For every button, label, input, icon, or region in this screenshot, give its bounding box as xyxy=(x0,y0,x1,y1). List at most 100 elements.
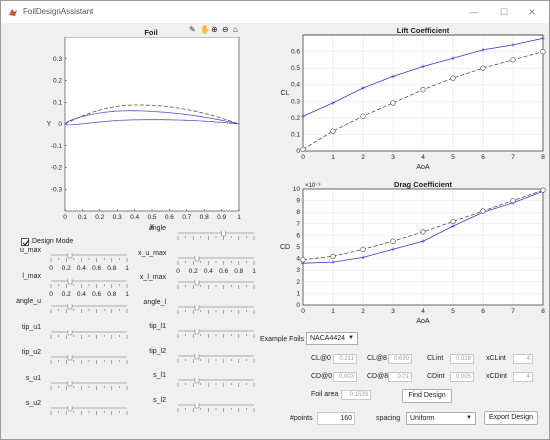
slider-track xyxy=(178,354,254,357)
find-design-button[interactable]: Find Design xyxy=(402,389,452,403)
slider-handle[interactable] xyxy=(194,304,200,310)
slider-label-x-u-max: x_u_max xyxy=(138,249,167,257)
slider-handle[interactable] xyxy=(67,253,73,259)
slider-tip-l2[interactable] xyxy=(174,353,262,374)
slider-handle[interactable] xyxy=(194,378,200,384)
points-field[interactable]: 160 xyxy=(317,412,355,425)
cdint-field[interactable]: 0.005 xyxy=(450,372,474,382)
chevron-down-icon: ▼ xyxy=(348,335,354,341)
slider-tick-label: 0.4 xyxy=(77,265,86,272)
drag-chart[interactable]: Drag Coefficient 0 1 2 3 4 5 6 7 8 0 1 2 3 4 5 6 7 8 9 10 AoA… xyxy=(279,179,549,327)
slider-handle[interactable] xyxy=(67,329,73,335)
xclint-field[interactable]: 4 xyxy=(513,354,533,364)
slider-track xyxy=(51,356,127,358)
matlab-app-icon xyxy=(9,9,17,16)
slider-label-x-l-max: x_l_max xyxy=(139,274,166,281)
zoom-out-icon[interactable]: ⊖ xyxy=(222,25,229,34)
chart-xtick-label: 1 xyxy=(331,308,335,315)
series-1-point xyxy=(540,187,546,193)
chart-ytick-label: 0.6 xyxy=(291,49,300,56)
close-button[interactable]: ✕ xyxy=(528,7,536,17)
slider-tip-l1[interactable] xyxy=(174,329,262,349)
design-mode-checkbox[interactable] xyxy=(21,238,30,246)
export-design-button[interactable]: Export Design xyxy=(484,411,538,425)
slider-handle[interactable] xyxy=(67,355,73,361)
slider-handle[interactable] xyxy=(67,278,73,284)
foil-xtick-label: 0.8 xyxy=(200,214,209,221)
slider-angle[interactable] xyxy=(174,231,262,251)
series-0-point xyxy=(391,247,395,252)
cd0-field[interactable]: 0.003 xyxy=(333,372,357,382)
slider-s-l2[interactable] xyxy=(174,402,262,423)
slider-handle[interactable] xyxy=(67,380,73,386)
slider-handle[interactable] xyxy=(194,353,200,359)
slider-tick-label: 0.8 xyxy=(107,291,116,298)
chart-ytick-label: 10 xyxy=(293,186,301,193)
chart-ytick-label: 0.4 xyxy=(291,82,300,89)
slider-handle[interactable] xyxy=(194,280,200,286)
slider-angle-l[interactable] xyxy=(174,304,262,325)
slider-tip-u2[interactable] xyxy=(47,355,135,375)
example-foils-dropdown[interactable]: NACA4424 ▼ xyxy=(306,332,358,345)
chart-xtick-label: 4 xyxy=(421,154,425,161)
foil-ytick-label: -0.3 xyxy=(51,186,63,193)
slider-x-u-max[interactable]: 0 0.2 0.4 0.6 0.8 1 xyxy=(174,255,262,276)
foil-upper-surface xyxy=(64,110,240,125)
series-1-point xyxy=(510,197,516,204)
slider-tick-label: 1 xyxy=(125,291,129,298)
window-title: FoilDesignAssistant xyxy=(23,7,94,16)
spacing-dropdown[interactable]: Uniform ▼ xyxy=(406,412,476,425)
slider-tick-label: 0.6 xyxy=(92,291,101,298)
brush-icon[interactable]: ✎ xyxy=(189,25,196,34)
foil-area-field[interactable]: 0.1533 xyxy=(341,390,371,400)
foil-xtick-label: 0.5 xyxy=(147,214,156,221)
chart-ytick-label: 7 xyxy=(296,221,300,228)
slider-x-l-max[interactable] xyxy=(174,280,262,300)
slider-track xyxy=(178,305,254,308)
pan-icon[interactable]: ✋ xyxy=(200,25,210,34)
slider-s-u2[interactable] xyxy=(47,406,135,426)
xcdint-field[interactable]: 4 xyxy=(513,372,533,382)
series-0-point xyxy=(511,43,515,47)
slider-tip-u1[interactable] xyxy=(47,329,135,350)
series-1-point xyxy=(330,128,336,134)
slider-track xyxy=(51,330,127,333)
slider-u-max[interactable]: 0 0.2 0.4 0.6 0.8 1 xyxy=(47,253,135,273)
maximize-button[interactable]: ☐ xyxy=(499,7,509,17)
cl0-field[interactable]: 0.211 xyxy=(333,354,357,364)
foil-xtick-label: 1 xyxy=(237,214,241,221)
cd8-field[interactable]: 0.01 xyxy=(388,372,412,382)
slider-s-l1[interactable] xyxy=(174,378,262,398)
slider-handle[interactable] xyxy=(221,231,226,237)
lift-chart[interactable]: Lift Coefficient 0 1 2 3 4 5 6 7 8 0 0.1 0.2 0.3 0.4 0.… xyxy=(279,25,549,173)
home-icon[interactable]: ⌂ xyxy=(233,25,238,34)
slider-handle[interactable] xyxy=(194,402,200,408)
chevron-down-icon: ▼ xyxy=(466,415,472,421)
chart-ytick-label: 0.5 xyxy=(291,65,300,72)
slider-handle[interactable] xyxy=(194,255,200,261)
foil-plot[interactable]: 0 0.1 0.2 0.3 0.4 0.5 0.6 0.7 0.8 0.9 1 0.3 0.2 0.1 0 -… xyxy=(31,37,251,233)
slider-l-max[interactable]: 0 0.2 0.4 0.6 0.8 1 xyxy=(47,278,135,299)
foil-xtick-label: 0.1 xyxy=(78,214,87,221)
slider-tick-label: 0.8 xyxy=(234,268,243,275)
series-1-point xyxy=(540,48,546,55)
clint-field[interactable]: 0.518 xyxy=(450,354,474,364)
slider-tick-label: 0 xyxy=(176,268,180,275)
series-1-point xyxy=(450,218,456,225)
chart-exponent: ×10⁻³ xyxy=(305,183,320,189)
minimize-button[interactable]: — xyxy=(469,7,479,17)
slider-handle[interactable] xyxy=(194,329,200,335)
slider-angle-u[interactable] xyxy=(47,304,135,324)
slider-handle[interactable] xyxy=(67,406,73,412)
foil-axes-box xyxy=(64,37,240,212)
series-0-point xyxy=(391,74,395,79)
zoom-in-icon[interactable]: ⊕ xyxy=(211,25,218,34)
cl8-field[interactable]: 0.699 xyxy=(388,354,412,364)
slider-tick-label: 0 xyxy=(49,291,53,298)
slider-label-u-max: u_max xyxy=(19,247,41,254)
chart-xtick-label: 3 xyxy=(391,154,395,161)
slider-s-u1[interactable] xyxy=(47,380,135,401)
slider-handle[interactable] xyxy=(67,304,73,310)
points-label: #points xyxy=(290,415,313,422)
